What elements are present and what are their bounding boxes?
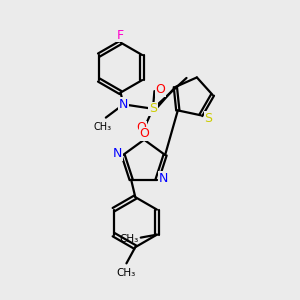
- Text: N: N: [112, 147, 122, 160]
- Text: N: N: [119, 98, 128, 111]
- Text: S: S: [149, 102, 157, 115]
- Text: N: N: [158, 172, 168, 185]
- Text: S: S: [204, 112, 212, 125]
- Text: O: O: [139, 127, 149, 140]
- Text: CH₃: CH₃: [119, 234, 138, 244]
- Text: O: O: [136, 122, 146, 134]
- Text: F: F: [117, 29, 124, 42]
- Text: CH₃: CH₃: [94, 122, 112, 132]
- Text: O: O: [155, 83, 165, 96]
- Text: CH₃: CH₃: [117, 268, 136, 278]
